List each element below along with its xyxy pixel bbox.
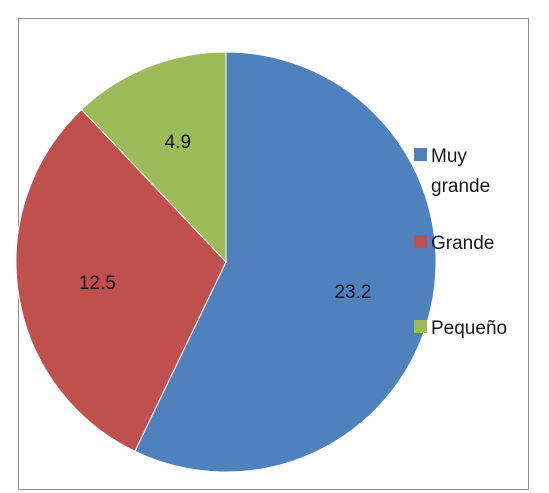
data-label: 12.5 <box>79 273 116 294</box>
legend-swatch <box>414 235 427 248</box>
legend-swatch <box>414 320 427 333</box>
legend-label: Muy grande <box>431 146 490 197</box>
legend-label: Pequeño <box>431 318 507 339</box>
data-label: 4.9 <box>165 132 191 153</box>
data-label: 23.2 <box>334 282 371 303</box>
pie-slice-grande <box>15 108 227 452</box>
pie-slice-muy-grande <box>134 51 437 473</box>
pie-slice-pequeño <box>80 51 227 264</box>
legend-label: Grande <box>431 233 494 254</box>
legend-swatch <box>414 148 427 161</box>
legend: Muy grande Grande Pequeño <box>414 146 507 339</box>
